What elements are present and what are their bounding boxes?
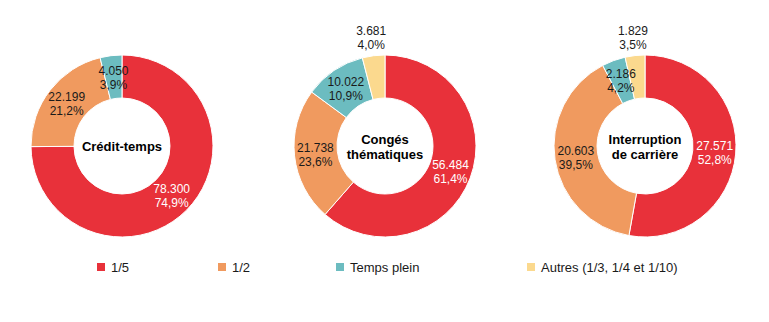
legend-label: Autres (1/3, 1/4 et 1/10) bbox=[541, 260, 678, 275]
value-label: 27.571 bbox=[696, 139, 733, 153]
value-label: 1.829 bbox=[618, 24, 648, 38]
legend: 1/5 1/2 Temps plein Autres (1/3, 1/4 et 1/1… bbox=[97, 260, 678, 275]
chart-title: Interruptionde carrière bbox=[609, 132, 682, 162]
percentage-label: 21,2% bbox=[50, 104, 84, 118]
donut-chart: 1/51/2Temps pleinAutres (1/3, 1/4 et 1/1… bbox=[554, 24, 736, 237]
title-line: Crédit-temps bbox=[82, 139, 162, 154]
value-label: 10.022 bbox=[327, 75, 364, 89]
percentage-label: 10,9% bbox=[329, 89, 363, 103]
value-label: 3.681 bbox=[356, 24, 386, 38]
percentage-label: 61,4% bbox=[434, 172, 468, 186]
legend-label: Temps plein bbox=[350, 260, 419, 275]
donut-slice: 1/5 bbox=[31, 55, 213, 237]
donut-slice: Temps plein bbox=[312, 58, 373, 118]
value-label: 2.186 bbox=[606, 67, 636, 81]
percentage-label: 3,9% bbox=[100, 78, 128, 92]
chart-canvas: 1/5 1/2 Temps plein 78.30074,9% 22.19921,2% 4… bbox=[0, 0, 769, 322]
percentage-label: 39,5% bbox=[559, 158, 593, 172]
donut-chart: 1/51/2Temps plein78.30074,9%22.19921,2%4… bbox=[31, 55, 213, 237]
value-label: 78.300 bbox=[153, 182, 190, 196]
percentage-label: 52,8% bbox=[698, 153, 732, 167]
legend-label: 1/2 bbox=[232, 260, 250, 275]
percentage-label: 23,6% bbox=[298, 155, 332, 169]
donut-slice: Autres (1/3, 1/4 et 1/10) bbox=[362, 55, 385, 100]
legend-swatch bbox=[97, 263, 105, 271]
chart-title: Crédit-temps bbox=[82, 139, 162, 154]
value-label: 20.603 bbox=[557, 144, 594, 158]
value-label: 21.738 bbox=[297, 141, 334, 155]
percentage-label: 74,9% bbox=[155, 196, 189, 210]
donut-slice: 1/5 bbox=[325, 55, 476, 237]
title-line: de carrière bbox=[612, 147, 679, 162]
value-label: 56.484 bbox=[432, 158, 469, 172]
legend-swatch bbox=[336, 263, 344, 271]
chart-title: Congésthématiques bbox=[347, 132, 424, 162]
donut-chart: 1/51/2Temps pleinAutres (1/3, 1/4 et 1/1… bbox=[294, 24, 476, 237]
percentage-label: 4,0% bbox=[358, 38, 386, 52]
legend-label: 1/5 bbox=[111, 260, 129, 275]
legend-swatch bbox=[527, 263, 535, 271]
percentage-label: 3,5% bbox=[619, 38, 647, 52]
value-label: 22.199 bbox=[48, 90, 85, 104]
percentage-label: 4,2% bbox=[607, 81, 635, 95]
title-line: thématiques bbox=[347, 147, 424, 162]
legend-swatch bbox=[218, 263, 226, 271]
title-line: Congés bbox=[361, 132, 409, 147]
value-label: 4.050 bbox=[98, 64, 128, 78]
title-line: Interruption bbox=[609, 132, 682, 147]
